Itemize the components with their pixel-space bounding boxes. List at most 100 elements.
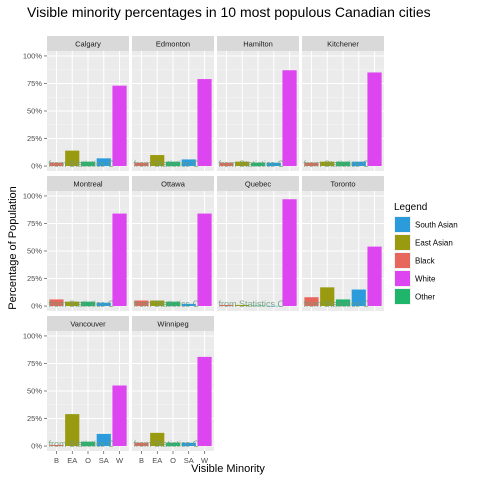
- y-tick-label: 75%: [27, 219, 42, 228]
- bar-w: [282, 199, 297, 307]
- y-tick-label: 75%: [27, 359, 42, 368]
- bar-sa: [181, 442, 196, 447]
- bar-ea: [320, 161, 335, 167]
- bar-w: [197, 79, 212, 167]
- y-tick-label: 50%: [27, 387, 42, 396]
- panel-toronto: Toronto a from Statistics C: [296, 176, 384, 311]
- legend-entry: East Asian: [394, 234, 453, 251]
- panel-winnipeg: Winnipeg a from Statistics C B EA O SA W: [126, 316, 214, 465]
- overlay-text: a from Statistics C: [126, 299, 200, 309]
- bar-b: [49, 162, 64, 167]
- y-tick-label: 75%: [27, 79, 42, 88]
- facet-strip: [47, 316, 129, 331]
- bar-ea: [235, 304, 250, 307]
- bar-b: [134, 300, 149, 307]
- bar-b: [304, 162, 319, 167]
- overlay-text: a from Statistics C: [296, 299, 370, 309]
- bar-ea: [150, 432, 165, 447]
- legend-label: South Asian: [415, 221, 458, 230]
- bar-ea: [150, 155, 165, 167]
- bar-o: [335, 161, 351, 167]
- overlay-text: a from Statistics C: [126, 439, 200, 449]
- x-tick-label: B: [54, 456, 59, 465]
- bar-sa: [266, 162, 281, 167]
- panel-ottawa: Ottawa a from Statistics C: [126, 176, 214, 311]
- legend-entry: Black: [394, 252, 436, 269]
- legend: Legend South Asian East Asian Black White Ot…: [394, 202, 458, 305]
- bar-b: [49, 299, 64, 307]
- bar-b: [219, 304, 234, 307]
- y-tick-label: 0%: [31, 442, 42, 451]
- x-tick-label: EA: [152, 456, 162, 465]
- panel-quebec: Quebec a from Statistics C: [211, 176, 299, 311]
- bar-o: [165, 442, 181, 447]
- x-tick-label: W: [116, 456, 124, 465]
- panel-hamilton: Hamilton a from Statistics C: [217, 36, 299, 171]
- facet-strip: [217, 176, 299, 191]
- legend-swatch: [395, 217, 410, 232]
- bar-ea: [235, 161, 250, 167]
- overlay-text: a from Statistics C: [41, 439, 115, 449]
- facet-label: Edmonton: [156, 40, 190, 49]
- y-tick-label: 25%: [27, 134, 42, 143]
- y-tick-label: 100%: [23, 332, 43, 341]
- y-tick-label: 100%: [23, 52, 43, 61]
- panel-montreal: Montreal a from Statistics C0% 25% 50% 75% 10…: [23, 176, 129, 311]
- y-tick-label: 100%: [23, 192, 43, 201]
- bar-sa: [351, 161, 366, 167]
- panel-calgary: Calgary a from Statistics C0% 25% 50% 75% 100…: [23, 36, 129, 171]
- bar-o: [80, 161, 96, 167]
- bar-b: [219, 162, 234, 167]
- bar-w: [197, 213, 212, 307]
- facet-label: Winnipeg: [157, 320, 188, 329]
- bar-w: [367, 72, 382, 167]
- bar-o: [80, 441, 96, 447]
- y-tick-label: 0%: [31, 162, 42, 171]
- bar-b: [49, 444, 64, 447]
- bar-ea: [65, 150, 80, 167]
- bar-ea: [65, 301, 80, 307]
- facet-label: Vancouver: [70, 320, 106, 329]
- legend-title: Legend: [394, 202, 427, 213]
- facet-label: Quebec: [245, 180, 272, 189]
- facet-label: Toronto: [330, 180, 355, 189]
- bar-w: [112, 85, 127, 167]
- facet-label: Calgary: [75, 40, 101, 49]
- bar-sa: [181, 159, 196, 167]
- bar-b: [134, 162, 149, 167]
- bar-w: [367, 246, 382, 307]
- legend-swatch: [395, 289, 410, 304]
- bar-b: [134, 442, 149, 447]
- panel-vancouver: Vancouver a from Statistics C0% 25% 50% 75% 1…: [23, 316, 129, 465]
- bar-o: [250, 162, 266, 167]
- y-tick-label: 50%: [27, 247, 42, 256]
- chart-title: Visible minority percentages in 10 most …: [27, 4, 431, 20]
- x-tick-label: SA: [99, 456, 109, 465]
- x-axis-title: Visible Minority: [191, 463, 265, 475]
- overlay-text: a from Statistics C: [296, 159, 370, 169]
- bar-sa: [266, 305, 281, 307]
- legend-swatch: [395, 271, 410, 286]
- bar-ea: [150, 300, 165, 307]
- facet-label: Montreal: [73, 180, 103, 189]
- facet-strip: [47, 176, 129, 191]
- legend-entry: White: [394, 270, 436, 287]
- bar-w: [112, 213, 127, 307]
- y-axis-title: Percentage of Population: [7, 186, 19, 310]
- panel-edmonton: Edmonton a from Statistics C: [132, 36, 214, 171]
- legend-swatch: [395, 253, 410, 268]
- bar-w: [282, 70, 297, 167]
- x-tick-label: EA: [67, 456, 77, 465]
- overlay-text: a from Statistics C: [41, 299, 115, 309]
- bar-o: [165, 161, 181, 167]
- y-tick-label: 25%: [27, 274, 42, 283]
- bar-sa: [351, 289, 366, 307]
- x-tick-label: B: [139, 456, 144, 465]
- facet-strip: [132, 316, 214, 331]
- overlay-text: a from Statistics C: [211, 299, 285, 309]
- facet-strip: [302, 36, 384, 51]
- bar-o: [165, 301, 181, 307]
- facet-label: Ottawa: [161, 180, 186, 189]
- legend-entry: Other: [394, 288, 435, 305]
